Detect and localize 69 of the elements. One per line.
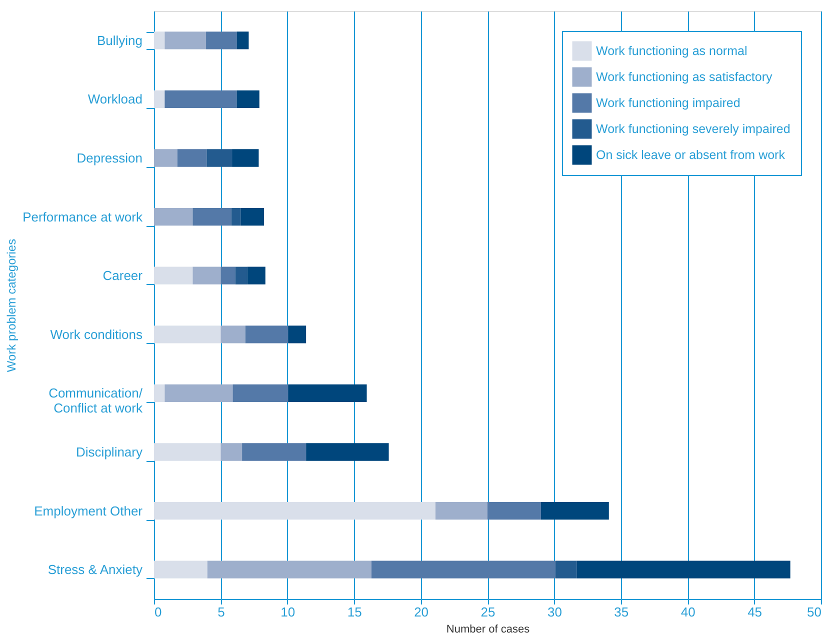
bar [232, 149, 259, 167]
bar [164, 90, 237, 108]
x-tick-label: 35 [614, 604, 629, 620]
bar [371, 560, 556, 578]
y-tick-label: Bullying [96, 32, 142, 48]
bar [242, 443, 306, 461]
bar [556, 560, 577, 578]
bar [236, 32, 249, 50]
bar [220, 266, 236, 284]
bar [247, 266, 266, 284]
bar [540, 502, 609, 520]
bar [207, 560, 372, 578]
y-tick-label: Stress & Anxiety [48, 562, 143, 578]
x-tick-label: 5 [218, 604, 225, 620]
bar [220, 326, 246, 344]
y-tick-label: Work conditions [50, 326, 143, 342]
bar [164, 32, 206, 50]
x-tick-label: 15 [347, 604, 362, 620]
bar [177, 149, 207, 167]
bar [154, 208, 193, 226]
legend-label: Work functioning as normal [596, 44, 748, 58]
y-tick-label: Depression [76, 150, 142, 166]
bar [206, 32, 237, 50]
bar [435, 502, 488, 520]
legend-label: Work functioning severely impaired [596, 122, 790, 136]
bar [236, 90, 260, 108]
bar [164, 384, 233, 402]
legend-label: On sick leave or absent from work [596, 148, 786, 162]
legend-label: Work functioning as satisfactory [596, 70, 773, 84]
bar [288, 326, 306, 344]
bar [154, 149, 178, 167]
bar [232, 384, 288, 402]
bar [288, 384, 367, 402]
bar [576, 560, 790, 578]
y-tick-label: Career [102, 268, 144, 284]
y-tick-label: Communication/ Conflict at work [48, 386, 143, 416]
bar [220, 443, 242, 461]
x-axis-title: Number of cases [446, 624, 530, 636]
bar [154, 384, 165, 402]
bar [240, 208, 264, 226]
y-tick-label: Employment Other [34, 503, 144, 518]
x-tick-label: 25 [480, 604, 496, 620]
x-tick-label: 40 [680, 604, 696, 620]
bar [192, 266, 221, 284]
y-tick-label: Workload [88, 92, 142, 107]
bar [235, 266, 248, 284]
bar [154, 502, 436, 520]
x-tick-label: 10 [280, 604, 296, 620]
bar [206, 149, 232, 167]
bar [154, 266, 193, 284]
bar [488, 502, 541, 520]
y-tick-label: Disciplinary [76, 444, 143, 460]
bar [154, 443, 221, 461]
bar [154, 32, 165, 50]
bar [245, 326, 288, 344]
y-tick-label: Performance at work [22, 209, 143, 224]
y-axis-title: Work problem categories [4, 238, 19, 372]
x-tick-label: 45 [748, 604, 762, 620]
bar [306, 443, 389, 461]
bar [192, 208, 232, 226]
bar [231, 208, 241, 226]
bar [154, 90, 165, 108]
x-tick-label: 30 [547, 604, 562, 620]
x-tick-label: 0 [154, 604, 162, 620]
bar [154, 560, 208, 578]
x-tick-label: 20 [414, 604, 429, 620]
legend-label: Work functioning impaired [596, 96, 740, 110]
x-tick-label: 50 [807, 604, 822, 620]
bar [154, 326, 221, 344]
